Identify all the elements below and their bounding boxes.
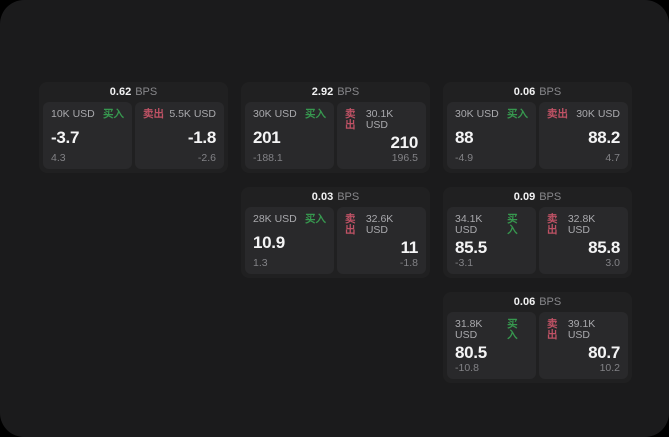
sell-sub-value: 10.2: [599, 361, 620, 374]
bps-value: 2.92: [311, 85, 334, 98]
sell-amount: 32.8K USD: [567, 213, 596, 236]
bps-value: 0.06: [513, 85, 536, 98]
bps-header: 0.06 BPS: [443, 82, 632, 99]
buy-amount: 34.1K USD: [455, 213, 483, 236]
sell-amount: 5.5K USD: [169, 108, 216, 120]
sell-side-label: 卖出: [547, 318, 558, 341]
quote-panes: 28K USD 买入 10.9 1.3 卖出 32.6K USD 11 -1.8: [241, 204, 430, 278]
sell-side-label: 卖出: [143, 108, 164, 120]
buy-side-label: 买入: [305, 108, 326, 120]
bps-header: 0.03 BPS: [241, 187, 430, 204]
bps-unit-label: BPS: [135, 85, 158, 98]
bps-header: 0.62 BPS: [39, 82, 228, 99]
buy-price: 201: [253, 127, 281, 147]
bps-unit-label: BPS: [539, 295, 562, 308]
buy-amount: 10K USD: [51, 108, 95, 120]
bps-unit-label: BPS: [539, 190, 562, 203]
sell-side-label: 卖出: [547, 108, 568, 120]
buy-amount: 31.8K USD: [455, 318, 483, 341]
quote-card-3: 0.06 BPS 30K USD 买入 88 -4.9 卖出 30K USD 8…: [443, 82, 632, 173]
sell-price: 85.8: [588, 237, 620, 257]
quote-panes: 30K USD 买入 201 -188.1 卖出 30.1K USD 210 1…: [241, 99, 430, 173]
buy-price: 88: [455, 127, 474, 147]
bps-value: 0.06: [513, 295, 536, 308]
buy-amount: 30K USD: [253, 108, 297, 120]
quote-panes: 30K USD 买入 88 -4.9 卖出 30K USD 88.2 4.7: [443, 99, 632, 173]
buy-quote-button[interactable]: 30K USD 买入 201 -188.1: [245, 102, 334, 169]
quote-card-6: 0.06 BPS 31.8K USD 买入 80.5 -10.8 卖出 39.1…: [443, 292, 632, 383]
buy-side-label: 买入: [507, 213, 518, 236]
bps-header: 2.92 BPS: [241, 82, 430, 99]
sell-quote-button[interactable]: 卖出 32.8K USD 85.8 3.0: [539, 207, 628, 274]
buy-side-label: 买入: [305, 213, 326, 225]
buy-price: -3.7: [51, 127, 80, 147]
sell-quote-button[interactable]: 卖出 30K USD 88.2 4.7: [539, 102, 628, 169]
buy-price: 85.5: [455, 237, 487, 257]
sell-sub-value: 196.5: [391, 151, 418, 164]
bps-unit-label: BPS: [337, 190, 360, 203]
bps-header: 0.09 BPS: [443, 187, 632, 204]
buy-sub-value: -188.1: [253, 151, 283, 164]
sell-side-label: 卖出: [345, 213, 356, 236]
buy-sub-value: 4.3: [51, 151, 66, 164]
sell-price: 80.7: [588, 342, 620, 362]
quote-panes: 10K USD 买入 -3.7 4.3 卖出 5.5K USD -1.8 -2.…: [39, 99, 228, 173]
buy-quote-button[interactable]: 30K USD 买入 88 -4.9: [447, 102, 536, 169]
quote-panes: 31.8K USD 买入 80.5 -10.8 卖出 39.1K USD 80.…: [443, 309, 632, 383]
buy-side-label: 买入: [507, 108, 528, 120]
buy-price: 10.9: [253, 232, 285, 252]
sell-side-label: 卖出: [547, 213, 558, 236]
quote-card-5: 0.09 BPS 34.1K USD 买入 85.5 -3.1 卖出 32.8K…: [443, 187, 632, 278]
buy-sub-value: -10.8: [455, 361, 479, 374]
sell-quote-button[interactable]: 卖出 30.1K USD 210 196.5: [337, 102, 426, 169]
bps-value: 0.03: [311, 190, 334, 203]
buy-quote-button[interactable]: 34.1K USD 买入 85.5 -3.1: [447, 207, 536, 274]
sell-sub-value: 4.7: [605, 151, 620, 164]
sell-quote-button[interactable]: 卖出 39.1K USD 80.7 10.2: [539, 312, 628, 379]
sell-price: 210: [390, 132, 419, 152]
sell-side-label: 卖出: [345, 108, 356, 131]
sell-quote-button[interactable]: 卖出 5.5K USD -1.8 -2.6: [135, 102, 224, 169]
buy-sub-value: -4.9: [455, 151, 474, 164]
buy-quote-button[interactable]: 10K USD 买入 -3.7 4.3: [43, 102, 132, 169]
buy-quote-button[interactable]: 31.8K USD 买入 80.5 -10.8: [447, 312, 536, 379]
buy-sub-value: -3.1: [455, 256, 474, 269]
sell-price: -1.8: [187, 127, 216, 147]
sell-sub-value: -1.8: [399, 256, 418, 269]
sell-amount: 30K USD: [576, 108, 620, 120]
sell-price: 88.2: [588, 127, 620, 147]
buy-sub-value: 1.3: [253, 256, 268, 269]
quote-card-4: 0.03 BPS 28K USD 买入 10.9 1.3 卖出 32.6K US…: [241, 187, 430, 278]
sell-price: 11: [400, 237, 419, 257]
quote-panes: 34.1K USD 买入 85.5 -3.1 卖出 32.8K USD 85.8…: [443, 204, 632, 278]
buy-side-label: 买入: [103, 108, 124, 120]
bps-unit-label: BPS: [539, 85, 562, 98]
sell-amount: 39.1K USD: [567, 318, 596, 341]
buy-side-label: 买入: [507, 318, 518, 341]
buy-quote-button[interactable]: 28K USD 买入 10.9 1.3: [245, 207, 334, 274]
bps-value: 0.62: [109, 85, 132, 98]
quote-card-1: 0.62 BPS 10K USD 买入 -3.7 4.3 卖出 5.5K USD…: [39, 82, 228, 173]
sell-quote-button[interactable]: 卖出 32.6K USD 11 -1.8: [337, 207, 426, 274]
sell-amount: 30.1K USD: [365, 108, 394, 131]
buy-amount: 28K USD: [253, 213, 297, 225]
sell-sub-value: -2.6: [197, 151, 216, 164]
sell-amount: 32.6K USD: [365, 213, 394, 236]
bps-header: 0.06 BPS: [443, 292, 632, 309]
sell-sub-value: 3.0: [605, 256, 620, 269]
quote-card-2: 2.92 BPS 30K USD 买入 201 -188.1 卖出 30.1K …: [241, 82, 430, 173]
buy-amount: 30K USD: [455, 108, 499, 120]
bps-unit-label: BPS: [337, 85, 360, 98]
buy-price: 80.5: [455, 342, 487, 362]
bps-value: 0.09: [513, 190, 536, 203]
